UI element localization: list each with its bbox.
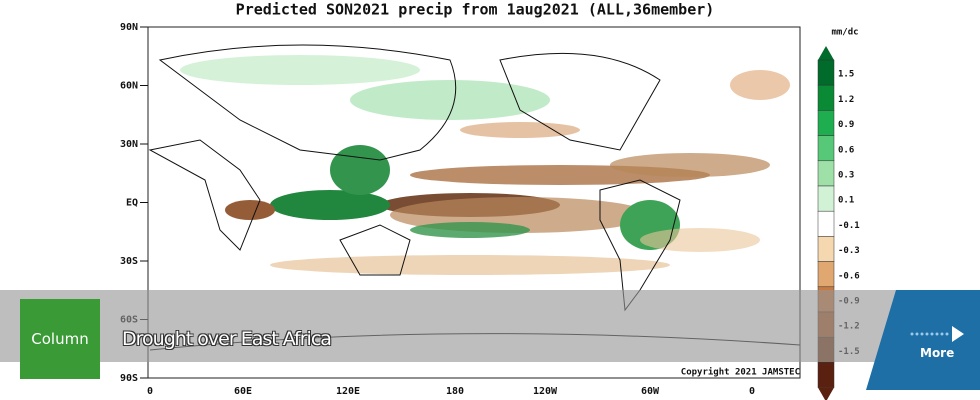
lat-label: 30S xyxy=(120,256,138,267)
precip-field xyxy=(180,55,790,275)
lat-label: 30N xyxy=(120,139,138,150)
colorbar-swatch xyxy=(817,160,835,187)
colorbar-swatch xyxy=(817,59,835,86)
headline[interactable]: Drought over East Africa xyxy=(122,328,332,350)
lon-label: 120W xyxy=(533,386,558,397)
colorbar-swatch xyxy=(817,110,835,136)
colorbar-swatch xyxy=(817,185,835,212)
colorbar-cap xyxy=(818,46,834,60)
colorbar-label: 0.9 xyxy=(838,120,854,130)
colorbar-cap xyxy=(818,387,834,400)
colorbar-swatch xyxy=(817,236,835,262)
colorbar-label: 1.2 xyxy=(838,95,854,105)
colorbar-swatch xyxy=(817,84,835,111)
map-title: Predicted SON2021 precip from 1aug2021 (… xyxy=(236,1,715,19)
lon-label: 120E xyxy=(336,386,360,397)
colorbar-swatch xyxy=(817,261,835,288)
more-label[interactable]: More xyxy=(920,346,955,360)
colorbar-label: -0.3 xyxy=(838,246,860,256)
lat-label: 90S xyxy=(120,373,138,384)
colorbar-unit: mm/dc xyxy=(831,28,858,38)
colorbar-label: -0.1 xyxy=(838,221,860,231)
colorbar-swatch xyxy=(817,135,835,162)
lon-label: 0 xyxy=(147,386,153,397)
lon-label: 60W xyxy=(641,386,660,397)
copyright: Copyright 2021 JAMSTEC xyxy=(681,367,800,378)
colorbar-swatch xyxy=(817,362,835,388)
colorbar-label: 0.6 xyxy=(838,145,854,155)
lat-label: EQ xyxy=(126,198,138,209)
lat-label: 90N xyxy=(120,22,138,33)
colorbar-label: 0.3 xyxy=(838,171,854,181)
overlay-band xyxy=(0,290,980,362)
colorbar-label: -0.6 xyxy=(838,271,860,281)
colorbar-swatch xyxy=(817,210,835,237)
colorbar-label: 0.1 xyxy=(838,196,854,206)
category-tag[interactable]: Column xyxy=(20,299,100,379)
lon-label: 180 xyxy=(446,386,464,397)
lat-label: 60N xyxy=(120,81,138,92)
lon-label: 60E xyxy=(234,386,252,397)
lon-labels: 0 60E 120E 180 120W 60W 0 xyxy=(147,386,755,397)
lon-label: 0 xyxy=(749,386,755,397)
colorbar-label: 1.5 xyxy=(838,70,854,80)
more-button[interactable] xyxy=(866,290,980,390)
